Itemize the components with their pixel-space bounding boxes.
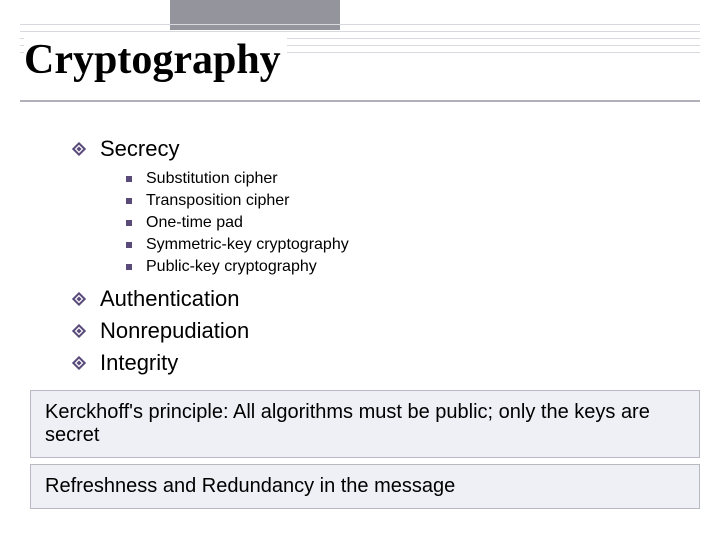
- callout-box: Refreshness and Redundancy in the messag…: [30, 464, 700, 509]
- list-item-label: One-time pad: [146, 214, 243, 231]
- diamond-bullet-icon: [72, 142, 86, 156]
- square-bullet-icon: [126, 264, 132, 270]
- list-item: Secrecy Substitution cipher Transpositio…: [72, 136, 700, 276]
- list-item-label: Integrity: [100, 350, 178, 375]
- bullet-list-level2: Substitution cipher Transposition cipher…: [126, 170, 700, 276]
- square-bullet-icon: [126, 198, 132, 204]
- list-item-label: Secrecy: [100, 136, 179, 161]
- list-item-label: Substitution cipher: [146, 170, 278, 187]
- list-item: Symmetric-key cryptography: [126, 236, 700, 254]
- list-item-label: Public-key cryptography: [146, 258, 317, 275]
- list-item-label: Transposition cipher: [146, 192, 289, 209]
- list-item-label: Symmetric-key cryptography: [146, 236, 349, 253]
- callout-boxes: Kerckhoff's principle: All algorithms mu…: [30, 390, 700, 509]
- callout-text: Kerckhoff's principle: All algorithms mu…: [45, 401, 650, 446]
- bullet-list-level1: Secrecy Substitution cipher Transpositio…: [72, 136, 700, 376]
- list-item: One-time pad: [126, 214, 700, 232]
- list-item: Transposition cipher: [126, 192, 700, 210]
- slide-header: Cryptography: [0, 0, 720, 110]
- list-item: Authentication: [72, 286, 700, 312]
- list-item-label: Nonrepudiation: [100, 318, 249, 343]
- list-item-label: Authentication: [100, 286, 239, 311]
- callout-text: Refreshness and Redundancy in the messag…: [45, 475, 455, 497]
- title-underline: [20, 100, 700, 102]
- list-item: Substitution cipher: [126, 170, 700, 188]
- square-bullet-icon: [126, 220, 132, 226]
- diamond-bullet-icon: [72, 356, 86, 370]
- diamond-bullet-icon: [72, 292, 86, 306]
- list-item: Nonrepudiation: [72, 318, 700, 344]
- slide-body: Secrecy Substitution cipher Transpositio…: [0, 110, 720, 376]
- list-item: Public-key cryptography: [126, 258, 700, 276]
- diamond-bullet-icon: [72, 324, 86, 338]
- slide-title: Cryptography: [24, 36, 287, 84]
- square-bullet-icon: [126, 176, 132, 182]
- square-bullet-icon: [126, 242, 132, 248]
- list-item: Integrity: [72, 350, 700, 376]
- callout-box: Kerckhoff's principle: All algorithms mu…: [30, 390, 700, 458]
